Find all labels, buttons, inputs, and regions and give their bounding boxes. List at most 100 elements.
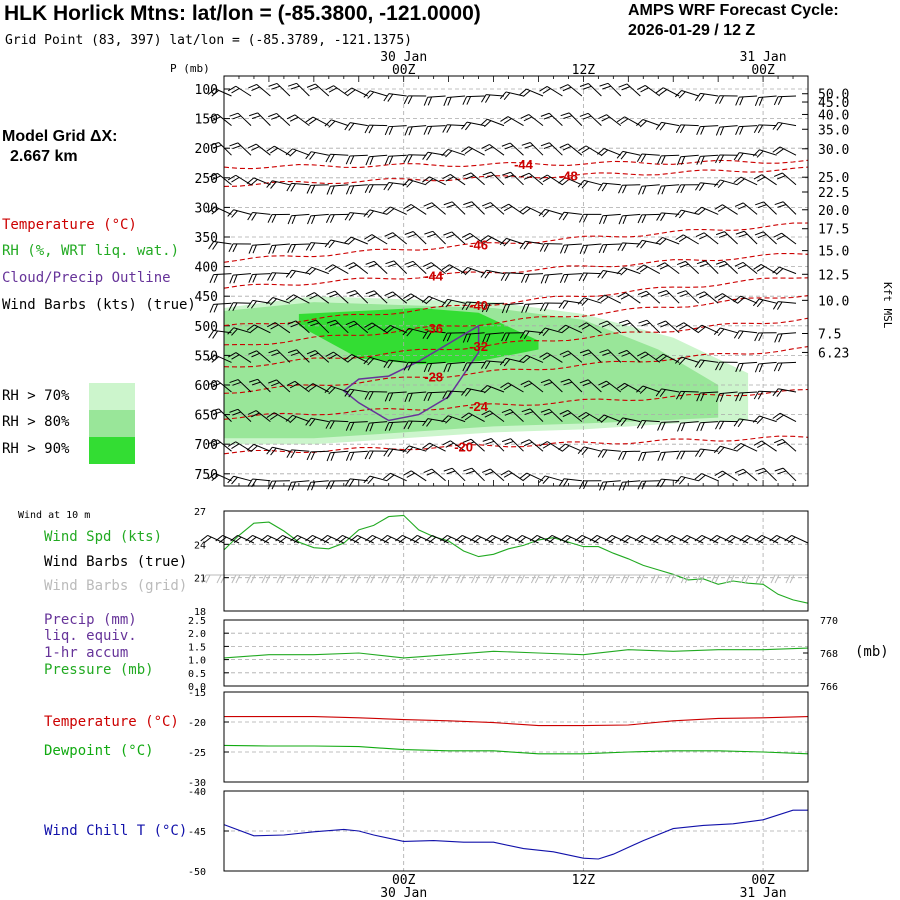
height-tick-label: 30.0 [818, 143, 849, 158]
barb-flag [777, 362, 783, 372]
height-tick-label: 6.23 [818, 346, 849, 361]
barb-staff [739, 330, 758, 334]
wind-barb [207, 472, 232, 482]
barb-staff [528, 172, 544, 186]
barb-staff [408, 327, 427, 334]
wind-barb [501, 332, 524, 342]
surface-wind-barb [484, 534, 509, 544]
wind-barb [441, 264, 466, 275]
barb-flag [310, 451, 316, 461]
wind-barb [285, 148, 310, 157]
barb-staff [468, 146, 485, 156]
barb-flag [247, 212, 253, 221]
barb-flag [739, 96, 744, 106]
wind-barb [286, 449, 310, 459]
barb-flag [456, 574, 462, 584]
barb-flag [406, 328, 414, 337]
barb-flag [231, 328, 238, 336]
wind-barb [287, 320, 310, 334]
wind-barb [480, 360, 505, 370]
wind-barb [364, 322, 388, 334]
barb-staff [622, 417, 641, 423]
barb-flag [426, 204, 436, 210]
barb-flag [621, 242, 627, 252]
value-tick-label: -30 [188, 778, 206, 789]
wind-barb [636, 153, 660, 163]
barb-staff [603, 148, 621, 156]
wind-barb [577, 297, 602, 306]
barb-flag [719, 421, 725, 430]
barb-staff [700, 125, 719, 128]
wind-barb [714, 204, 738, 215]
barb-flag [227, 327, 235, 335]
barb-staff [566, 534, 584, 544]
barb-flag [445, 416, 453, 424]
barb-flag [638, 186, 643, 195]
barb-flag [675, 391, 682, 400]
barb-flag [276, 574, 282, 584]
barb-flag [604, 535, 613, 542]
barb-staff [486, 332, 505, 335]
barb-flag [698, 536, 706, 544]
barb-flag [246, 324, 255, 331]
barb-flag [403, 95, 409, 105]
barb-flag [562, 412, 572, 418]
barb-staff [739, 391, 758, 394]
barb-flag [212, 382, 221, 388]
barb-flag [231, 443, 240, 449]
barb-flag [383, 472, 391, 480]
barb-flag [581, 298, 589, 306]
barb-flag [635, 574, 641, 584]
barb-flag [696, 156, 701, 165]
wind-barb [364, 124, 388, 134]
wind-barb [267, 213, 290, 223]
value-tick-label-right: 770 [820, 616, 838, 627]
barb-flag [758, 97, 764, 106]
barb-flag [544, 535, 553, 542]
wind-barb [519, 330, 544, 340]
barb-flag [245, 535, 253, 542]
barb-flag [349, 185, 355, 195]
pressure-tick-label: 100 [195, 83, 218, 98]
wind-barb [676, 184, 699, 194]
barb-staff [417, 534, 434, 544]
barb-flag [598, 114, 607, 120]
barb-staff [544, 327, 563, 334]
wind-barb [598, 243, 621, 254]
barb-staff [777, 95, 797, 98]
barb-flag [330, 452, 335, 461]
barb-staff [213, 330, 232, 334]
wind-barb [345, 154, 368, 165]
temperature-line [224, 716, 809, 727]
wind-barb [617, 292, 641, 304]
barb-flag [229, 274, 234, 284]
wind-barb [558, 443, 583, 452]
wind-barb [248, 83, 271, 97]
surface-wind-barb [439, 534, 464, 544]
barb-flag [271, 272, 277, 281]
barb-flag [305, 151, 312, 160]
wind-barb [597, 449, 621, 458]
wind-barb [695, 182, 719, 191]
barb-flag [769, 535, 777, 542]
wind-barb [715, 231, 738, 245]
barb-staff [642, 239, 660, 245]
barb-flag [619, 535, 628, 542]
barb-staff [255, 143, 271, 156]
barb-flag [423, 262, 432, 267]
barb-flag [754, 231, 764, 236]
barb-flag [267, 272, 273, 281]
barb-staff [759, 149, 777, 156]
barb-flag [387, 293, 397, 299]
barb-flag [713, 536, 721, 544]
barb-flag [305, 383, 314, 390]
barb-staff [252, 243, 271, 246]
barb-flag [677, 290, 686, 295]
legend-precip-liq: liq. equiv. [44, 628, 137, 644]
barb-flag [384, 156, 390, 165]
barb-flag [466, 470, 475, 475]
barb-flag [559, 143, 569, 149]
wind-barb [752, 298, 777, 308]
barb-staff [291, 480, 310, 483]
barb-staff [565, 324, 583, 334]
